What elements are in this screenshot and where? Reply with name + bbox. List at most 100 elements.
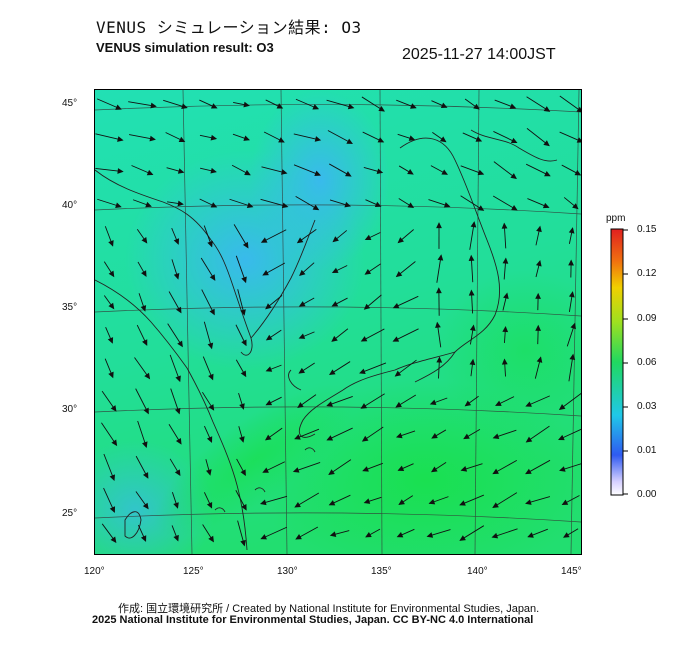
- wind-arrow-head: [328, 469, 335, 475]
- wind-arrow-head: [299, 269, 306, 276]
- wind-arrow-head: [296, 237, 304, 244]
- lat-label-45: 45°: [62, 98, 78, 109]
- wind-arrow-head: [174, 407, 181, 415]
- wind-arrow-head: [298, 301, 306, 307]
- wind-arrow-head: [264, 434, 272, 441]
- wind-arrow-head: [117, 168, 124, 174]
- wind-arrow-head: [460, 466, 468, 472]
- wind-arrow-head: [240, 539, 246, 547]
- colorbar-tick-0.15: 0.15: [637, 224, 657, 235]
- wind-arrow-head: [210, 202, 218, 208]
- wind-arrow-head: [177, 200, 184, 207]
- wind-arrow-head: [108, 371, 114, 379]
- wind-arrow-head: [246, 202, 254, 208]
- wind-arrow-head: [276, 103, 284, 109]
- credit-jp: 作成: 国立環境研究所 / Created by National Instit…: [118, 603, 540, 615]
- wind-arrow-head: [140, 535, 147, 542]
- wind-arrow-head: [558, 404, 566, 410]
- wind-arrow-head: [173, 534, 179, 542]
- wind-arrow-head: [175, 375, 181, 383]
- wind-arrow-head: [469, 324, 476, 331]
- wind-arrow-head: [535, 259, 542, 267]
- title-jp: VENUS シミュレーション結果: O3: [96, 18, 362, 37]
- wind-arrow-head: [569, 353, 576, 360]
- wind-arrow-head: [468, 254, 475, 261]
- wind-arrow-head: [260, 237, 268, 243]
- wind-arrow-head: [527, 532, 534, 538]
- wind-arrow-head: [396, 532, 404, 538]
- wind-arrow-head: [392, 302, 400, 309]
- wind-arrow-head: [572, 203, 579, 210]
- wind-arrow-head: [525, 499, 532, 505]
- wind-arrow-head: [173, 273, 180, 280]
- wind-arrow-head: [542, 202, 550, 209]
- wind-arrow-head: [208, 373, 214, 381]
- wind-arrow-head: [144, 372, 151, 380]
- wind-arrow-head: [260, 534, 267, 540]
- wind-arrow-head: [312, 104, 320, 110]
- wind-arrow-head: [240, 469, 246, 476]
- wind-arrow-head: [568, 259, 574, 266]
- wind-arrows: [95, 95, 581, 547]
- wind-arrow-head: [435, 287, 442, 294]
- high-ozone-band: [154, 383, 356, 537]
- wind-arrow-head: [108, 240, 114, 247]
- colorbar-tick-0.03: 0.03: [637, 401, 657, 412]
- wind-arrow-head: [347, 103, 355, 110]
- wind-arrow-head: [360, 336, 368, 342]
- wind-arrow-head: [495, 400, 502, 406]
- wind-arrow-head: [469, 358, 476, 366]
- wind-arrow-head: [361, 435, 369, 442]
- lon-label-140: 140°: [467, 566, 488, 577]
- wind-arrow-head: [207, 342, 214, 350]
- wind-arrow-head: [568, 227, 575, 234]
- coastlines: [95, 129, 558, 551]
- wind-arrow-head: [111, 439, 118, 447]
- wind-arrow-head: [407, 169, 414, 175]
- wind-arrow-head: [207, 240, 213, 248]
- wind-arrow-head: [328, 500, 336, 506]
- wind-arrow-head: [544, 171, 551, 177]
- wind-arrow-head: [297, 402, 304, 409]
- wind-arrow-head: [107, 337, 114, 344]
- wind-arrow-head: [314, 170, 321, 177]
- wind-arrow-head: [281, 202, 289, 209]
- wind-arrow-head: [491, 532, 499, 539]
- wind-arrow-head: [535, 292, 541, 299]
- timestamp: 2025-11-27 14:00JST: [402, 46, 556, 63]
- lat-label-40: 40°: [62, 200, 78, 211]
- wind-arrow-head: [208, 404, 215, 411]
- wind-arrow-head: [175, 437, 182, 445]
- wind-arrow-head: [141, 237, 148, 244]
- wind-arrow-head: [362, 466, 369, 472]
- wind-arrow-head: [574, 170, 581, 176]
- wind-arrow-head: [536, 225, 542, 233]
- wind-arrow-head: [142, 339, 148, 346]
- wind-arrow-head: [468, 289, 475, 296]
- wind-arrow-head: [294, 434, 301, 440]
- wind-arrow-head: [576, 106, 581, 113]
- wind-arrow-head: [436, 356, 443, 363]
- wind-arrow-head: [475, 136, 483, 142]
- wind-arrow-head: [115, 104, 122, 110]
- wind-arrow-head: [345, 171, 352, 177]
- wind-arrow-head: [525, 401, 532, 407]
- wind-arrow-head: [394, 370, 402, 377]
- wind-arrow-head: [359, 368, 366, 374]
- wind-arrow-head: [312, 204, 320, 211]
- lon-label-130: 130°: [277, 566, 298, 577]
- wind-arrow-head: [464, 400, 472, 407]
- wind-arrow-head: [149, 135, 156, 142]
- wind-arrow-head: [150, 102, 157, 109]
- title-en: VENUS simulation result: O3: [96, 40, 274, 55]
- wind-arrow-head: [110, 405, 117, 412]
- wind-arrow-head: [398, 499, 405, 505]
- wind-arrow-head: [142, 441, 148, 448]
- wind-arrow-head: [210, 167, 217, 174]
- wind-arrow-head: [174, 469, 181, 477]
- wind-arrow-head: [241, 339, 247, 347]
- ozone-map: [95, 90, 581, 554]
- wind-arrow-head: [561, 499, 569, 505]
- wind-arrow-head: [346, 138, 354, 144]
- wind-arrow-head: [470, 221, 477, 228]
